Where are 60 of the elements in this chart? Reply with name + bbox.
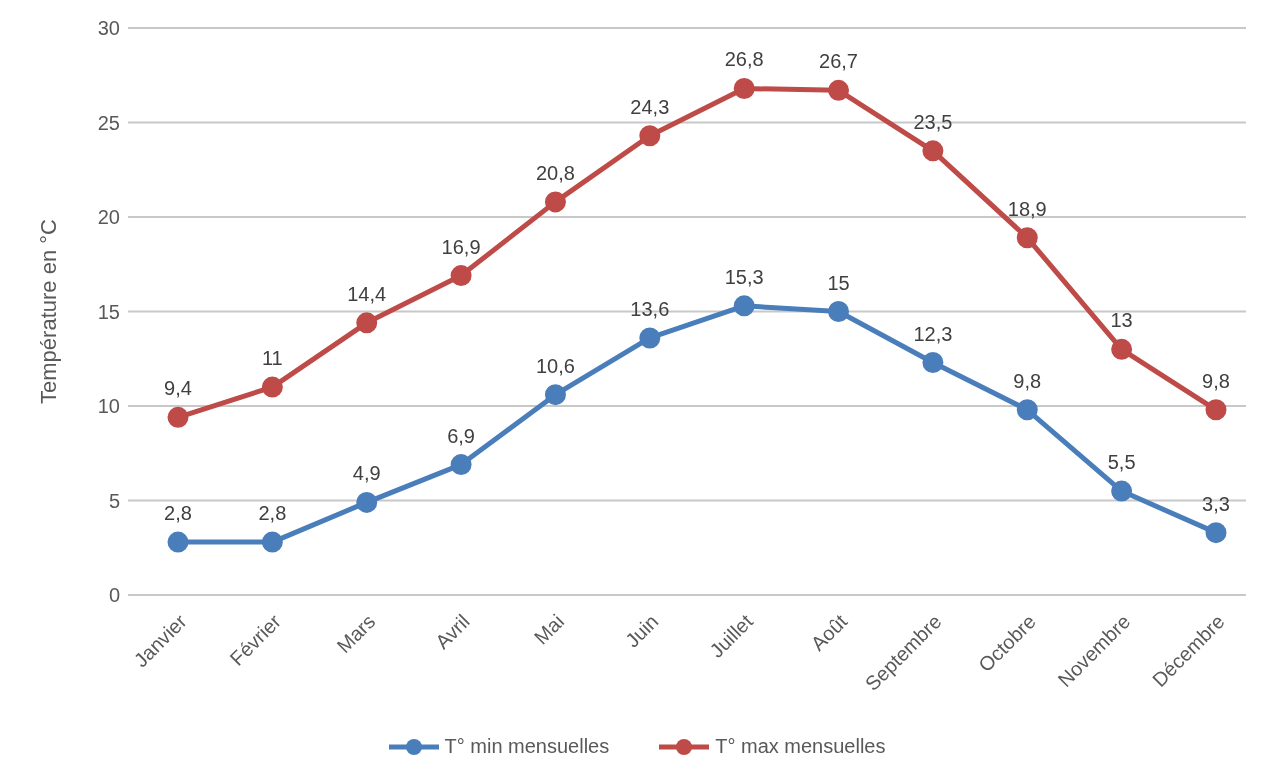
data-label: 13,6: [630, 297, 670, 320]
point: [828, 79, 850, 101]
data-label: 20,8: [535, 161, 575, 184]
data-label: 15: [827, 271, 850, 294]
point: [167, 531, 189, 553]
y-tick-label: 5: [108, 489, 120, 512]
data-label: 5,5: [1107, 451, 1136, 474]
data-label: 9,8: [1013, 369, 1042, 392]
data-label: 6,9: [447, 424, 475, 447]
point: [261, 531, 283, 553]
point: [1205, 522, 1227, 544]
point: [356, 491, 378, 513]
point: [639, 327, 661, 349]
y-tick-label: 20: [97, 206, 120, 229]
data-label: 18,9: [1007, 197, 1047, 220]
point: [1111, 480, 1133, 502]
data-label: 14,4: [347, 282, 387, 305]
data-label: 2,8: [164, 502, 192, 525]
y-axis-title: Température en °C: [35, 218, 61, 404]
y-tick-label: 10: [97, 395, 120, 418]
point: [544, 191, 566, 213]
data-label: 4,9: [352, 462, 381, 485]
data-label: 26,7: [819, 50, 859, 73]
y-tick-label: 0: [108, 584, 120, 607]
data-label: 23,5: [913, 110, 953, 133]
data-label: 2,8: [258, 502, 287, 525]
legend-label: T° min mensuelles: [444, 735, 610, 758]
point: [733, 77, 755, 99]
data-label: 26,8: [724, 48, 764, 71]
data-label: 13: [1110, 309, 1133, 332]
point: [450, 454, 472, 476]
y-tick-label: 30: [97, 17, 120, 40]
point: [544, 384, 566, 406]
point: [1016, 399, 1038, 421]
point: [356, 312, 378, 334]
y-tick-label: 25: [97, 111, 120, 134]
data-label: 11: [261, 347, 283, 370]
point: [261, 376, 283, 398]
data-label: 10,6: [535, 354, 575, 377]
data-label: 24,3: [630, 95, 670, 118]
point: [828, 301, 850, 322]
point: [1016, 227, 1038, 249]
point: [1111, 338, 1133, 360]
legend-label: T° max mensuelles: [715, 735, 886, 758]
y-tick-label: 15: [97, 300, 120, 323]
point: [922, 352, 944, 374]
data-label: 15,3: [724, 265, 764, 288]
data-label: 16,9: [441, 235, 481, 258]
x-tick-label: Juin: [621, 610, 663, 652]
point: [639, 125, 661, 147]
point: [167, 406, 189, 428]
data-label: 9,4: [164, 377, 192, 400]
point: [450, 265, 472, 287]
x-tick-label: Mai: [529, 610, 569, 649]
point: [922, 140, 944, 162]
point: [733, 295, 755, 317]
point: [1205, 399, 1227, 421]
data-label: 9,8: [1202, 369, 1230, 392]
data-label: 3,3: [1202, 492, 1230, 515]
data-label: 12,3: [913, 322, 953, 345]
